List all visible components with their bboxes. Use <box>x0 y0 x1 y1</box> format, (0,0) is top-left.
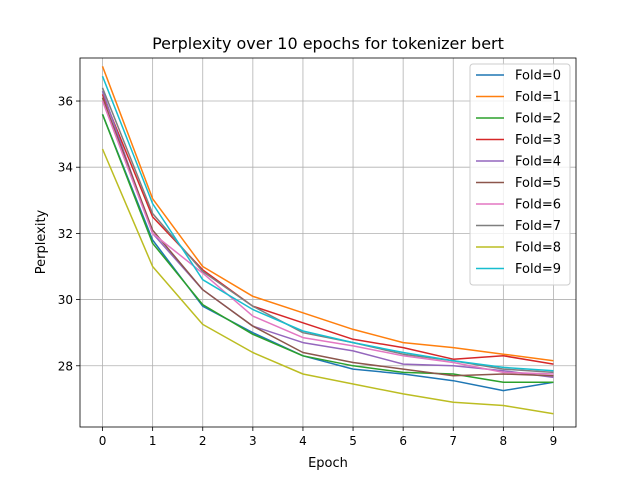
series-line-fold-1 <box>101 66 554 362</box>
series-line-fold-9 <box>101 75 554 372</box>
series-line-fold-6 <box>101 100 554 375</box>
series-line-fold-2 <box>101 114 554 384</box>
legend-label: Fold=5 <box>515 176 561 191</box>
y-axis-label: Perplexity <box>34 209 49 274</box>
x-tick-label: 5 <box>349 434 357 448</box>
series-line-fold-5 <box>101 97 554 377</box>
plot-frame <box>79 57 577 428</box>
x-tick-label: 3 <box>249 434 257 448</box>
x-tick-label: 9 <box>550 434 558 448</box>
legend-label: Fold=0 <box>515 69 561 84</box>
legend-label: Fold=4 <box>515 155 561 170</box>
x-tick-label: 1 <box>149 434 157 448</box>
legend-box <box>469 63 571 286</box>
chart-title: Perplexity over 10 epochs for tokenizer … <box>152 34 504 53</box>
series-layer <box>101 66 554 415</box>
series-line-fold-8 <box>101 148 554 415</box>
y-tick-label: 36 <box>58 95 73 109</box>
y-tick-label: 30 <box>58 293 73 307</box>
legend-label: Fold=8 <box>515 241 561 256</box>
x-tick-label: 8 <box>500 434 508 448</box>
legend-label: Fold=9 <box>515 262 561 277</box>
legend: Fold=0 Fold=1 Fold=2 Fold=3 Fold=4 Fold=5 Fold… <box>469 63 571 286</box>
legend-label: Fold=6 <box>515 198 561 213</box>
y-tick-label: 28 <box>58 359 73 373</box>
x-tick-label: 4 <box>299 434 307 448</box>
x-axis-ticks: 0 1 2 3 4 5 6 7 8 9 <box>99 427 558 448</box>
x-tick-label: 0 <box>99 434 107 448</box>
y-tick-label: 34 <box>58 161 73 175</box>
x-axis-label: Epoch <box>308 456 348 471</box>
x-tick-label: 7 <box>449 434 457 448</box>
y-tick-label: 32 <box>58 227 73 241</box>
x-tick-label: 6 <box>399 434 407 448</box>
series-line-fold-4 <box>101 90 554 379</box>
legend-label: Fold=3 <box>515 133 561 148</box>
legend-label: Fold=7 <box>515 219 561 234</box>
x-tick-label: 2 <box>199 434 207 448</box>
legend-label: Fold=2 <box>515 112 561 127</box>
legend-label: Fold=1 <box>515 90 561 105</box>
y-axis-ticks: 28 30 32 34 36 <box>58 95 80 373</box>
